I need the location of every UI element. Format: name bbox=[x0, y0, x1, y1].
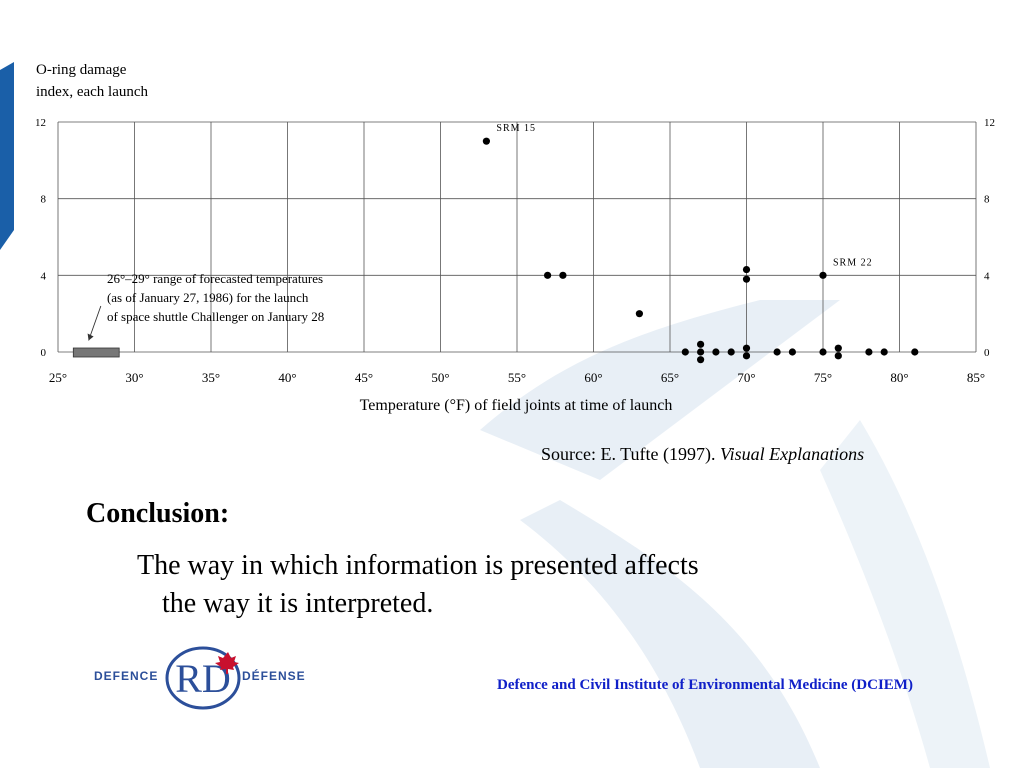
annotation-line: (as of January 27, 1986) for the launch bbox=[107, 290, 309, 305]
data-point bbox=[834, 352, 842, 360]
x-tick-label: 75° bbox=[814, 370, 832, 385]
x-axis-label: Temperature (°F) of field joints at time… bbox=[360, 397, 673, 414]
logo-defence-text: DEFENCE bbox=[94, 669, 158, 683]
annotation-arrowhead bbox=[87, 333, 94, 341]
data-point bbox=[773, 348, 781, 356]
y-tick-label-right: 4 bbox=[984, 270, 990, 282]
chart-grid bbox=[57, 121, 977, 353]
forecast-annotation: 26°–29° range of forecasted temperatures… bbox=[107, 271, 324, 324]
data-point bbox=[788, 348, 797, 356]
footer-institute-name: Defence and Civil Institute of Environme… bbox=[497, 677, 913, 693]
x-tick-label: 70° bbox=[737, 370, 755, 385]
x-tick-label: 60° bbox=[584, 370, 602, 385]
x-tick-label: 45° bbox=[355, 370, 373, 385]
source-title: Visual Explanations bbox=[720, 444, 865, 464]
conclusion-line2: the way it is interpreted. bbox=[162, 588, 434, 619]
x-tick-label: 30° bbox=[125, 370, 143, 385]
swoosh-right bbox=[820, 420, 990, 768]
annotation-line: of space shuttle Challenger on January 2… bbox=[107, 309, 324, 324]
point-label: SRM 22 bbox=[833, 257, 873, 268]
data-point bbox=[544, 271, 552, 279]
data-point bbox=[742, 265, 751, 274]
y-tick-label-left: 8 bbox=[41, 194, 47, 206]
chart-points bbox=[482, 137, 919, 364]
source-prefix: Source: E. Tufte (1997). bbox=[541, 444, 720, 464]
x-tick-label: 65° bbox=[661, 370, 679, 385]
logo-defense-text: DÉFENSE bbox=[242, 668, 306, 683]
data-point bbox=[635, 310, 644, 318]
forecast-range-bar bbox=[72, 347, 120, 358]
left-blue-stripe bbox=[0, 62, 14, 250]
conclusion-heading: Conclusion: bbox=[86, 498, 230, 529]
x-tick-label: 50° bbox=[431, 370, 449, 385]
conclusion-line1: The way in which information is presente… bbox=[137, 550, 699, 581]
data-point bbox=[482, 137, 490, 145]
data-point bbox=[697, 348, 705, 356]
annotation-line: 26°–29° range of forecasted temperatures bbox=[107, 271, 323, 286]
data-point bbox=[559, 271, 567, 279]
data-point bbox=[727, 348, 735, 356]
logo-swoosh bbox=[165, 646, 241, 710]
chart-tick-labels: 25° 30° 35° 40° 45° 50° 55° 60° 65° 70° 75° 80° 85° 0… bbox=[35, 117, 995, 385]
data-point bbox=[697, 340, 705, 348]
conclusion-text: The way in which information is presente… bbox=[137, 547, 857, 623]
data-point bbox=[819, 271, 827, 279]
swoosh-lower bbox=[520, 500, 820, 768]
data-point bbox=[742, 275, 751, 283]
data-point bbox=[865, 348, 873, 356]
data-point bbox=[681, 348, 689, 356]
source-citation: Source: E. Tufte (1997). Visual Explanat… bbox=[541, 444, 864, 465]
annotation-arrow-line bbox=[88, 305, 102, 341]
maple-leaf-icon bbox=[215, 652, 239, 674]
data-point bbox=[742, 352, 751, 360]
y-tick-label-left: 12 bbox=[35, 117, 46, 129]
x-tick-label: 40° bbox=[278, 370, 296, 385]
y-tick-label-left: 0 bbox=[41, 347, 47, 359]
x-tick-label: 35° bbox=[202, 370, 220, 385]
data-point bbox=[880, 348, 888, 356]
data-point bbox=[819, 348, 827, 356]
data-point bbox=[697, 356, 705, 364]
x-tick-label: 25° bbox=[49, 370, 67, 385]
x-tick-label: 80° bbox=[890, 370, 908, 385]
swoosh-upper bbox=[480, 300, 840, 480]
forecast-range-group bbox=[72, 305, 120, 358]
chart-point-labels: SRM 15 SRM 22 bbox=[496, 123, 873, 268]
y-tick-label-left: 4 bbox=[41, 270, 47, 282]
data-point bbox=[834, 344, 842, 352]
y-axis-label-line1: O-ring damage bbox=[36, 62, 127, 78]
y-tick-label-right: 8 bbox=[984, 194, 990, 206]
y-axis-label-line2: index, each launch bbox=[36, 84, 149, 100]
x-tick-label: 55° bbox=[508, 370, 526, 385]
y-tick-label-right: 12 bbox=[984, 117, 995, 129]
data-point bbox=[742, 344, 751, 352]
y-tick-label-right: 0 bbox=[984, 347, 990, 359]
challenger-oring-chart: O-ring damage index, each launch 25° 30° 3… bbox=[35, 62, 995, 414]
data-point bbox=[911, 348, 919, 356]
point-label: SRM 15 bbox=[496, 123, 536, 134]
x-tick-label: 85° bbox=[967, 370, 985, 385]
data-point bbox=[712, 348, 720, 356]
defence-defense-logo: DEFENCE RD DÉFENSE bbox=[94, 646, 306, 710]
